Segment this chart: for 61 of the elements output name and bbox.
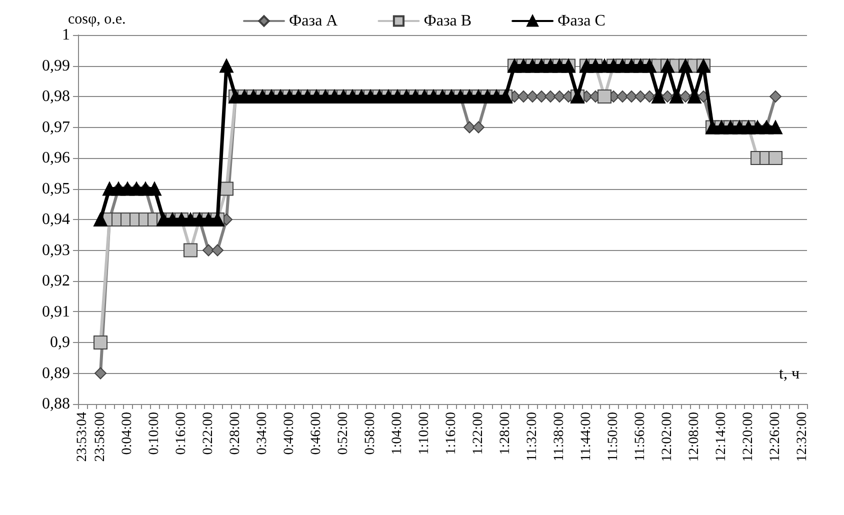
point [680,90,692,102]
y-tick-label: 0,93 [42,242,70,259]
x-tick-label: 12:14:00 [714,412,729,462]
x-tick-label: 1:10:00 [417,412,432,455]
x-tick-label: 12:08:00 [687,412,702,462]
x-tick-label: 1:04:00 [390,412,405,455]
y-tick-label: 0,95 [42,180,70,198]
point [544,90,556,102]
x-tick-label: 23:58:00 [93,412,108,462]
x-tick-label: 23:53:04 [75,412,90,462]
x-tick-label: 12:32:00 [795,412,810,462]
x-axis-title: t, ч [779,366,800,382]
x-tick-label: 0:28:00 [228,412,243,455]
point [644,90,656,102]
point [518,90,530,102]
y-tick-label: 0,88 [42,396,70,412]
x-tick-label: 12:20:00 [741,412,756,462]
x-tick-label: 0:34:00 [255,412,270,455]
point [626,90,638,102]
x-tick-label: 12:02:00 [660,412,675,462]
x-tick-label: 11:32:00 [525,412,540,462]
x-tick-label: 11:38:00 [552,412,567,462]
x-tick-label: 0:04:00 [120,412,135,455]
point [616,90,628,102]
y-tick-label: 0,91 [42,303,70,320]
x-tick-label: 1:16:00 [444,412,459,455]
x-tick-label: 11:44:00 [579,412,594,462]
y-tick-label: 0,9 [50,334,70,351]
legend-label: Фаза C [558,12,606,30]
y-axis-title: cosφ, о.е. [68,12,126,28]
point [94,367,106,380]
x-tick-label: 0:40:00 [282,412,297,455]
point [526,90,538,102]
x-tick-label: 0:58:00 [363,412,378,455]
y-tick-label: 1 [62,26,70,44]
y-tick-label: 0,96 [42,150,70,166]
x-tick-label: 0:22:00 [201,412,216,455]
point [536,90,548,102]
point [554,90,566,102]
x-tick-label: 11:56:00 [633,412,648,462]
y-tick-label: 0,97 [42,118,70,136]
point [634,90,646,102]
legend-label: Фаза A [289,12,338,30]
y-tick-label: 0,89 [42,364,70,382]
x-tick-label: 0:46:00 [309,412,324,455]
y-tick-label: 0,94 [42,211,70,228]
point [212,244,224,256]
point [662,90,674,102]
legend-label: Фаза B [424,12,472,30]
y-tick-label: 0,92 [42,272,70,290]
point [770,90,782,102]
x-tick-label: 1:28:00 [498,412,513,455]
y-tick-label: 0,98 [42,88,70,105]
x-tick-label: 0:10:00 [147,412,162,455]
point [472,121,484,134]
y-tick-label: 0,99 [42,57,70,74]
x-tick-label: 11:50:00 [606,412,621,462]
x-tick-label: 0:52:00 [336,412,351,455]
x-tick-label: 12:26:00 [768,412,783,462]
x-tick-label: 0:16:00 [174,412,189,455]
x-tick-label: 1:22:00 [471,412,486,455]
